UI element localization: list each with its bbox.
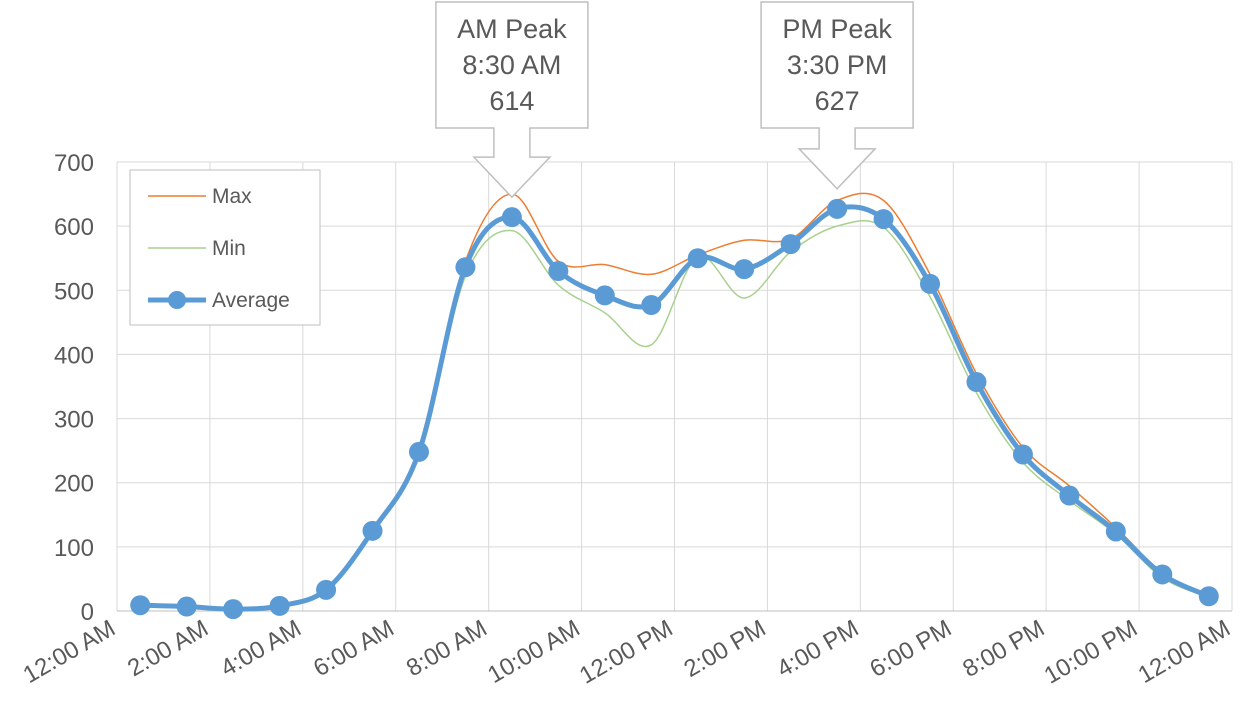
callout-time: 8:30 AM — [462, 50, 561, 80]
data-point-average — [1152, 564, 1173, 585]
data-point-average — [1012, 444, 1033, 465]
data-point-average — [501, 207, 522, 228]
data-point-average — [827, 198, 848, 219]
y-tick-label: 700 — [54, 150, 94, 177]
callout-title: PM Peak — [782, 14, 892, 44]
data-point-average — [316, 579, 337, 600]
x-tick-label: 2:00 PM — [680, 615, 771, 683]
data-point-average — [362, 520, 383, 541]
y-tick-label: 100 — [54, 535, 94, 562]
data-point-average — [966, 372, 987, 393]
data-point-average — [687, 248, 708, 269]
data-point-average — [873, 209, 894, 230]
plot-series — [130, 192, 1219, 620]
x-tick-label: 12:00 AM — [19, 615, 120, 689]
data-point-average — [223, 599, 244, 620]
legend-label-max: Max — [212, 185, 252, 208]
y-axis: 0 100 200 300 400 500 600 700 — [54, 150, 94, 626]
data-point-average — [1198, 586, 1219, 607]
x-tick-label: 2:00 AM — [123, 615, 213, 682]
y-tick-label: 400 — [54, 342, 94, 369]
x-axis: 12:00 AM 2:00 AM 4:00 AM 6:00 AM 8:00 AM10:0… — [19, 615, 1235, 690]
legend-label-average: Average — [212, 289, 290, 312]
legend: Max Min Average — [129, 169, 321, 326]
data-point-average — [641, 295, 662, 316]
peak-callout — [435, 1, 589, 199]
callout-value: 627 — [815, 86, 860, 116]
data-point-average — [408, 441, 429, 462]
annotations: AM Peak 8:30 AM 614 PM Peak 3:30 PM 627 — [435, 1, 914, 199]
y-tick-label: 600 — [54, 214, 94, 241]
data-point-average — [176, 596, 197, 617]
data-point-average — [780, 234, 801, 255]
legend-marker-average — [168, 291, 186, 309]
data-point-average — [1105, 521, 1126, 542]
data-point-average — [734, 259, 755, 280]
callout-time: 3:30 PM — [787, 50, 888, 80]
data-point-average — [130, 595, 151, 616]
data-point-average — [455, 257, 476, 278]
callout-title: AM Peak — [457, 14, 567, 44]
callout-value: 614 — [489, 86, 534, 116]
x-tick-label: 12:00 AM — [1134, 615, 1235, 689]
data-point-average — [920, 273, 941, 294]
x-tick-label: 4:00 PM — [772, 615, 863, 683]
x-tick-label: 6:00 PM — [865, 615, 956, 683]
data-point-average — [594, 285, 615, 306]
legend-label-min: Min — [212, 237, 246, 260]
data-point-average — [548, 261, 569, 282]
x-tick-label: 8:00 AM — [402, 615, 492, 682]
y-tick-label: 500 — [54, 278, 94, 305]
x-tick-label: 10:00 AM — [483, 615, 584, 689]
peak-callout — [760, 1, 914, 190]
y-tick-label: 200 — [54, 471, 94, 498]
x-tick-label: 12:00 PM — [575, 615, 677, 690]
x-tick-label: 10:00 PM — [1040, 615, 1142, 690]
x-tick-label: 8:00 PM — [958, 615, 1049, 683]
y-tick-label: 300 — [54, 407, 94, 434]
data-point-average — [269, 595, 290, 616]
x-tick-label: 4:00 AM — [216, 615, 306, 682]
data-point-average — [1059, 485, 1080, 506]
x-tick-label: 6:00 AM — [309, 615, 399, 682]
y-tick-label: 0 — [81, 599, 94, 626]
